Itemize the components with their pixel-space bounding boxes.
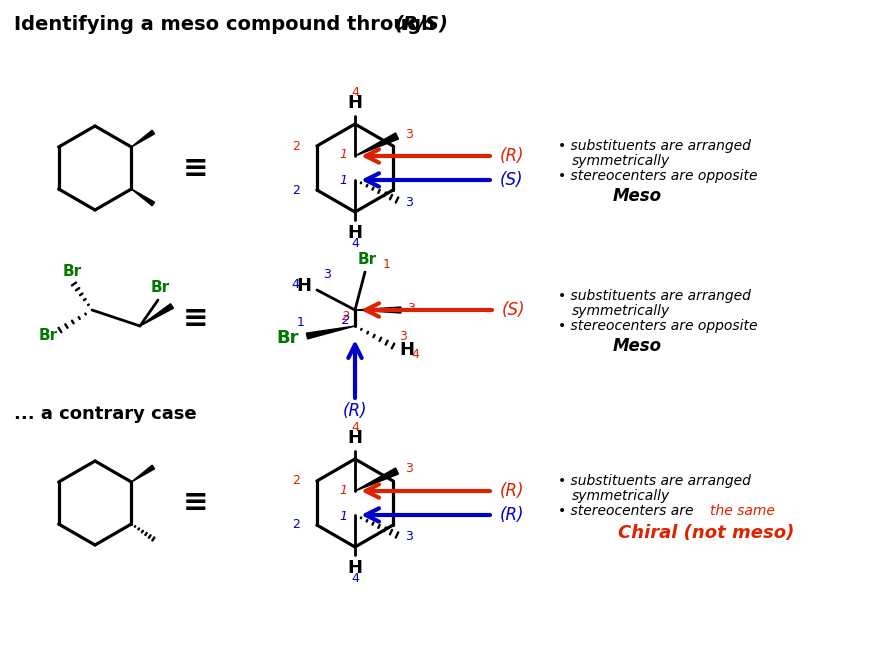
Text: (S): (S) [502,301,525,319]
Text: Br: Br [150,280,170,295]
Polygon shape [140,304,173,326]
Text: 1: 1 [297,315,305,328]
Text: H: H [399,341,414,359]
Polygon shape [355,133,399,156]
Polygon shape [355,307,401,313]
Text: (R/S): (R/S) [395,15,449,34]
Text: H: H [348,94,363,112]
Text: ≡: ≡ [183,303,208,332]
Text: • stereocenters are opposite: • stereocenters are opposite [558,319,758,333]
Text: 2: 2 [342,313,350,326]
Text: symmetrically: symmetrically [572,154,670,168]
Text: • stereocenters are opposite: • stereocenters are opposite [558,169,758,183]
Text: Br: Br [357,253,377,268]
Polygon shape [131,130,155,147]
Text: Chiral (not meso): Chiral (not meso) [618,524,794,542]
Text: ≡: ≡ [183,488,208,517]
Text: 3: 3 [407,301,415,315]
Text: H: H [348,559,363,577]
Text: 2: 2 [342,309,350,322]
Text: the same: the same [710,504,775,518]
Text: 4: 4 [351,421,359,434]
Text: (R): (R) [500,147,524,165]
Polygon shape [355,468,399,491]
Text: symmetrically: symmetrically [572,304,670,318]
Text: Meso: Meso [613,337,662,355]
Polygon shape [131,465,155,482]
Text: 2: 2 [292,519,300,532]
Text: 2: 2 [292,139,300,153]
Text: • substituents are arranged: • substituents are arranged [558,289,751,303]
Text: (R): (R) [343,402,367,420]
Text: 3: 3 [405,195,413,209]
Text: (S): (S) [500,171,524,189]
Polygon shape [307,326,355,339]
Text: 4: 4 [351,237,359,250]
Text: ≡: ≡ [183,153,208,182]
Text: 2: 2 [292,474,300,488]
Text: Br: Br [276,329,299,347]
Text: symmetrically: symmetrically [572,489,670,503]
Text: (R): (R) [500,506,524,524]
Text: H: H [348,224,363,242]
Text: 4: 4 [351,86,359,99]
Text: 1: 1 [339,509,347,522]
Text: • substituents are arranged: • substituents are arranged [558,139,751,153]
Text: 1: 1 [383,257,391,270]
Text: 2: 2 [292,184,300,197]
Text: 3: 3 [405,463,413,476]
Text: Br: Br [62,265,81,280]
Text: 3: 3 [405,530,413,544]
Text: 4: 4 [291,278,299,290]
Text: (R): (R) [500,482,524,500]
Text: Identifying a meso compound through: Identifying a meso compound through [14,15,441,34]
Text: ... a contrary case: ... a contrary case [14,405,197,423]
Text: • stereocenters are: • stereocenters are [558,504,697,518]
Text: 4: 4 [411,347,419,361]
Polygon shape [131,189,155,206]
Text: Meso: Meso [613,187,662,205]
Text: • substituents are arranged: • substituents are arranged [558,474,751,488]
Text: H: H [348,429,363,447]
Text: 3: 3 [405,128,413,141]
Text: 1: 1 [339,149,347,161]
Text: 4: 4 [351,572,359,585]
Text: 3: 3 [323,268,331,280]
Text: Br: Br [38,328,58,343]
Text: 1: 1 [339,174,347,188]
Text: 3: 3 [399,330,407,343]
Text: 1: 1 [339,484,347,497]
Text: H: H [296,277,311,295]
